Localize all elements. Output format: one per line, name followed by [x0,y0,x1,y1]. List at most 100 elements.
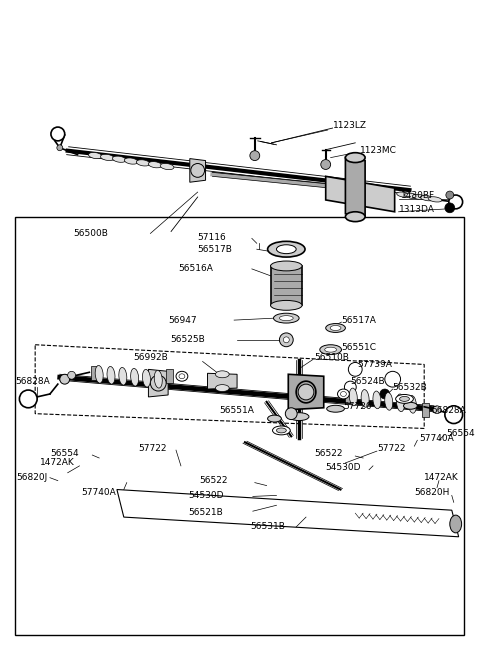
Ellipse shape [326,324,346,333]
Ellipse shape [95,365,103,383]
Ellipse shape [136,160,150,166]
Circle shape [57,145,63,151]
Text: 56828A: 56828A [431,406,466,415]
Ellipse shape [143,369,150,387]
Text: 56516A: 56516A [178,265,213,273]
Text: 57722: 57722 [377,443,406,453]
Text: 56554: 56554 [446,429,475,438]
Circle shape [150,375,166,391]
Ellipse shape [176,371,188,381]
Text: 56992B: 56992B [133,353,168,362]
Ellipse shape [330,326,341,331]
Circle shape [445,203,455,213]
Ellipse shape [346,212,365,221]
Circle shape [51,127,65,141]
Text: 1313DA: 1313DA [398,205,434,214]
Circle shape [380,389,390,399]
Ellipse shape [112,156,126,162]
Ellipse shape [274,313,299,323]
Ellipse shape [276,428,286,433]
Text: 1430BF: 1430BF [400,191,435,200]
Ellipse shape [271,261,302,271]
Text: 57740A: 57740A [419,434,454,443]
Ellipse shape [296,381,316,403]
Ellipse shape [337,389,349,399]
Ellipse shape [396,192,410,197]
Ellipse shape [289,413,309,421]
Ellipse shape [271,301,302,310]
Bar [422,403,429,417]
Bar [271,266,302,305]
Text: 57740A: 57740A [82,488,116,497]
Bar [15,217,464,635]
Circle shape [385,371,400,387]
Bar [91,366,98,380]
Ellipse shape [399,396,409,402]
Text: 54530D: 54530D [188,491,223,500]
Circle shape [60,374,70,384]
Ellipse shape [340,392,347,396]
Ellipse shape [327,405,345,412]
Circle shape [250,151,260,160]
Ellipse shape [276,245,296,253]
Text: 1472AK: 1472AK [40,458,75,468]
Text: 56828A: 56828A [15,377,50,386]
Polygon shape [346,158,365,217]
Text: 1472AK: 1472AK [424,473,459,482]
Text: 56500B: 56500B [73,229,108,238]
Text: 56532B: 56532B [393,383,427,392]
Ellipse shape [267,241,305,257]
Ellipse shape [405,193,418,198]
Text: 56551C: 56551C [341,343,376,352]
Text: 1123LZ: 1123LZ [333,121,367,130]
Ellipse shape [154,370,162,388]
Ellipse shape [216,384,229,392]
Bar [346,389,352,403]
Polygon shape [207,373,237,389]
Ellipse shape [404,402,417,409]
Ellipse shape [279,316,293,320]
Circle shape [68,371,75,379]
Text: 56525B: 56525B [170,335,205,345]
Polygon shape [148,369,168,397]
Ellipse shape [420,196,434,201]
Circle shape [321,160,331,170]
Text: 54530D: 54530D [326,463,361,472]
Circle shape [345,381,356,393]
Text: 56522: 56522 [200,476,228,485]
Ellipse shape [325,347,336,352]
Circle shape [433,406,441,414]
Text: 56820H: 56820H [414,488,450,497]
Ellipse shape [100,155,114,160]
Circle shape [19,390,37,408]
Text: 1123MC: 1123MC [360,146,397,155]
Polygon shape [190,159,205,182]
Ellipse shape [373,391,381,409]
Ellipse shape [346,153,365,162]
Text: 57116: 57116 [198,233,227,242]
Circle shape [191,164,204,178]
Circle shape [298,384,314,400]
Ellipse shape [396,394,405,412]
Text: 56517B: 56517B [198,245,232,253]
Ellipse shape [349,388,357,405]
Ellipse shape [428,196,442,202]
Text: 56522: 56522 [314,449,342,458]
Text: 56510B: 56510B [314,353,349,362]
Ellipse shape [396,394,413,403]
Bar [166,369,173,383]
Text: 56531B: 56531B [250,523,285,531]
Ellipse shape [361,390,369,407]
Polygon shape [326,176,395,212]
Circle shape [279,333,293,346]
Ellipse shape [385,392,393,410]
Text: 56554: 56554 [50,449,79,458]
Ellipse shape [88,153,102,159]
Text: 56820J: 56820J [16,473,48,482]
Ellipse shape [124,158,138,164]
Circle shape [445,406,463,424]
Text: 57722: 57722 [139,443,167,453]
Ellipse shape [148,162,162,168]
Polygon shape [288,374,324,410]
Text: 56524B: 56524B [350,377,385,386]
